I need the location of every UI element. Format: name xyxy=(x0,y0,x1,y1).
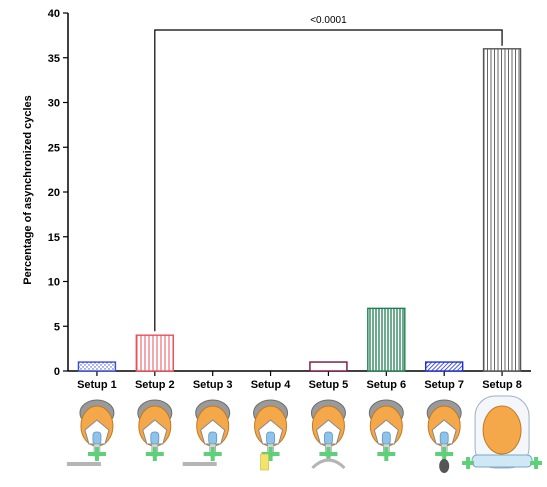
y-tick-label: 0 xyxy=(54,366,60,378)
y-tick-label: 35 xyxy=(48,53,60,65)
x-category-label: Setup 6 xyxy=(366,379,406,391)
y-tick-label: 5 xyxy=(54,321,60,333)
y-tick-label: 25 xyxy=(48,142,60,154)
y-tick-label: 40 xyxy=(48,8,60,20)
bar-setup-8 xyxy=(482,48,522,372)
x-category-label: Setup 1 xyxy=(77,379,117,391)
y-tick-label: 30 xyxy=(48,98,60,110)
mask-setup-2-icon xyxy=(137,399,173,461)
helmet-setup-8-icon xyxy=(462,395,543,469)
bar-setup-6 xyxy=(367,307,406,372)
x-category-label: Setup 3 xyxy=(193,379,233,391)
bar-setup-2 xyxy=(135,334,175,372)
bar-setup-1 xyxy=(77,361,117,372)
x-category-label: Setup 5 xyxy=(309,379,349,391)
y-tick-label: 15 xyxy=(48,232,60,244)
bar-setup-5 xyxy=(309,361,348,372)
x-category-label: Setup 7 xyxy=(424,379,464,391)
x-category-label: Setup 8 xyxy=(482,379,522,391)
category-labels: Setup 1 Setup 2 Setup 3 Setup 4 Setup 5 Setup… xyxy=(77,379,522,391)
y-tick-label: 10 xyxy=(48,277,60,289)
axes: 0 5 10 15 20 25 30 35 40 xyxy=(48,8,531,378)
mask-setup-5-icon xyxy=(310,399,346,470)
mask-setup-1-icon xyxy=(66,399,115,466)
significance-bracket xyxy=(154,29,503,332)
y-axis-title: Percentage of asynchronized cycles xyxy=(22,95,34,285)
mask-setup-4-icon xyxy=(253,399,289,471)
setup-illustrations xyxy=(66,395,543,473)
significance-annotation: <0.0001 xyxy=(154,15,503,332)
bars xyxy=(77,48,522,372)
x-category-label: Setup 4 xyxy=(251,379,292,391)
significance-label: <0.0001 xyxy=(310,15,347,26)
y-tick-label: 20 xyxy=(48,187,60,199)
mask-setup-6-icon xyxy=(368,399,404,461)
x-category-label: Setup 2 xyxy=(135,379,175,391)
mask-setup-7-icon xyxy=(426,399,462,473)
mask-setup-3-icon xyxy=(182,399,231,466)
bar-setup-7 xyxy=(424,361,464,372)
